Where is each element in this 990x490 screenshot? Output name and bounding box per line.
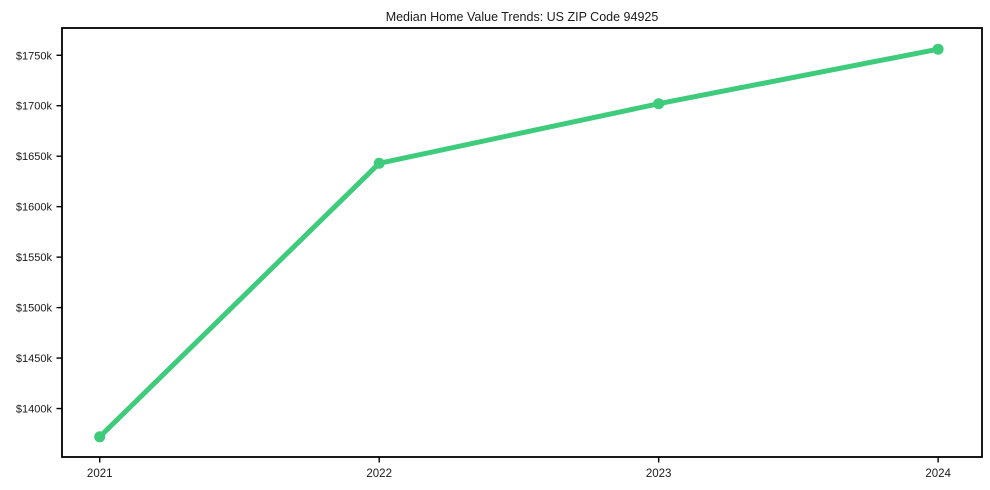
data-point-marker (373, 157, 385, 169)
y-axis-tick-label: $1500k (16, 303, 53, 315)
chart-title: Median Home Value Trends: US ZIP Code 94… (386, 10, 659, 24)
y-axis-tick-label: $1750k (16, 50, 53, 62)
x-axis-tick-label: 2022 (366, 468, 392, 480)
y-axis-tick-label: $1650k (16, 151, 53, 163)
data-point-marker (653, 98, 665, 110)
data-point-marker (932, 43, 944, 55)
x-axis-tick-label: 2021 (87, 468, 113, 480)
y-axis-tick-label: $1600k (16, 202, 53, 214)
data-point-marker (94, 431, 106, 443)
y-axis-tick-label: $1400k (16, 404, 53, 416)
x-axis-tick-label: 2024 (925, 468, 951, 480)
y-axis-tick-label: $1550k (16, 252, 53, 264)
y-axis-tick-label: $1700k (16, 101, 53, 113)
x-axis-tick-label: 2023 (646, 468, 672, 480)
plot-border (61, 27, 983, 458)
y-axis-tick-label: $1450k (16, 353, 53, 365)
trend-line (97, 46, 941, 440)
